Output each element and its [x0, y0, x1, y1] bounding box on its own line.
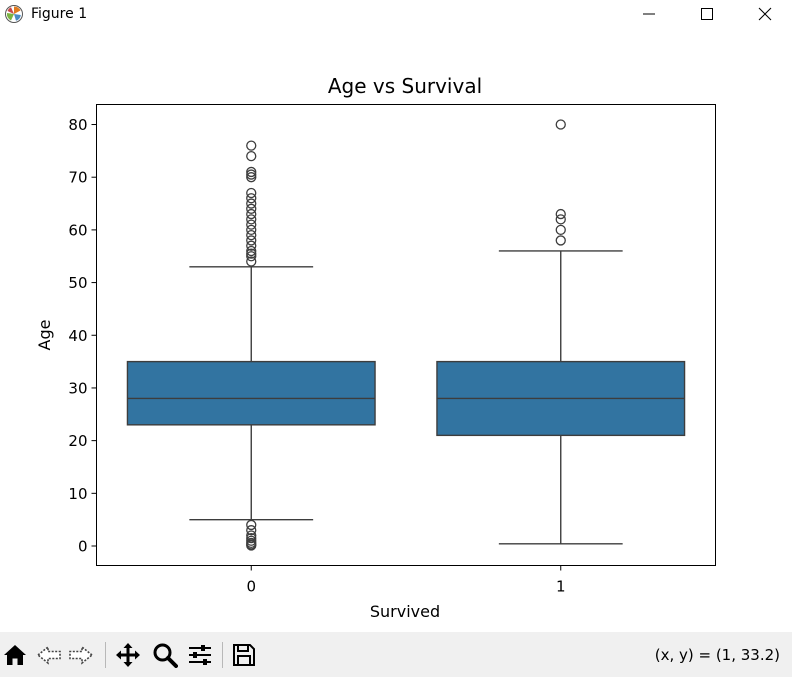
box: [126, 360, 376, 426]
box-plot-chart: Age vs Survival Survived Age 01020304050…: [35, 74, 716, 621]
home-button[interactable]: [0, 640, 30, 670]
outlier-point: [246, 214, 257, 225]
outlier-point: [246, 230, 257, 241]
outlier-point: [246, 256, 257, 267]
y-tick-label: 10: [68, 485, 87, 503]
home-icon: [4, 645, 26, 665]
navigation-toolbar: (x, y) = (1, 33.2): [0, 632, 792, 677]
y-tick-label: 80: [68, 116, 87, 134]
configure-subplots-icon: [189, 645, 211, 665]
y-tick-label: 40: [68, 327, 87, 345]
outlier-point: [555, 235, 566, 246]
outlier-point: [246, 172, 257, 183]
outlier-point: [246, 532, 257, 544]
outlier-point: [246, 208, 257, 220]
y-tick-label: 0: [78, 538, 88, 556]
outlier-point: [246, 535, 257, 546]
box-group-1: [436, 119, 686, 545]
forward-arrow-icon: [69, 645, 94, 665]
window-title: Figure 1: [31, 6, 88, 22]
outlier-point: [246, 235, 257, 246]
figure-canvas[interactable]: Age vs Survival Survived Age 0 10 20 30 40 50…: [0, 28, 792, 632]
maximize-icon: [701, 8, 713, 20]
close-icon: [758, 7, 772, 21]
save-button[interactable]: [229, 640, 259, 670]
save-icon: [233, 644, 255, 666]
matplotlib-logo-icon: [5, 5, 23, 23]
box-group-0: [126, 140, 376, 551]
outlier-point: [246, 240, 257, 251]
cursor-coordinates: (x, y) = (1, 33.2): [654, 646, 780, 664]
outlier-point: [246, 193, 257, 204]
y-tick-label: 50: [68, 274, 87, 292]
outlier-point: [246, 150, 257, 162]
outlier-point: [246, 187, 257, 199]
outlier-point: [246, 248, 257, 259]
zoom-icon: [153, 643, 178, 668]
outlier-point: [555, 119, 566, 130]
y-tick-label: 20: [68, 432, 87, 450]
outlier-point: [246, 166, 257, 178]
outlier-point: [555, 224, 566, 236]
x-tick-label: 1: [556, 578, 566, 596]
configure-subplots-button[interactable]: [185, 640, 215, 670]
outlier-point: [246, 251, 257, 262]
back-arrow-icon: [36, 645, 61, 665]
outlier-point: [555, 214, 566, 225]
pan-button[interactable]: [113, 640, 143, 670]
outlier-point: [246, 245, 257, 257]
forward-button[interactable]: [66, 640, 96, 670]
maximize-button[interactable]: [678, 0, 736, 28]
back-button[interactable]: [34, 640, 64, 670]
outlier-point: [246, 203, 257, 214]
y-tick-label: 60: [68, 221, 87, 239]
outlier-point: [246, 519, 257, 531]
axes-frame: [96, 104, 716, 566]
y-axis-label: Age: [35, 320, 54, 351]
outlier-point: [246, 530, 257, 541]
toolbar-separator: [222, 642, 223, 668]
outlier-point: [246, 224, 257, 236]
x-axis-label: Survived: [370, 602, 440, 621]
zoom-button[interactable]: [150, 640, 180, 670]
x-tick-label: 0: [246, 578, 256, 596]
y-tick-label: 30: [68, 379, 87, 397]
outlier-point: [246, 169, 257, 180]
chart-title: Age vs Survival: [328, 74, 482, 98]
outlier-point: [246, 198, 257, 209]
outlier-point: [246, 219, 257, 230]
outlier-point: [246, 140, 257, 151]
outlier-point: [555, 208, 566, 220]
minimize-icon: [643, 13, 655, 15]
toolbar-separator: [105, 642, 106, 668]
y-tick-label: 70: [68, 169, 87, 187]
pan-icon: [116, 643, 140, 667]
close-button[interactable]: [736, 0, 792, 28]
window-titlebar: Figure 1: [0, 0, 792, 28]
minimize-button[interactable]: [620, 0, 678, 28]
outlier-point: [246, 525, 257, 536]
